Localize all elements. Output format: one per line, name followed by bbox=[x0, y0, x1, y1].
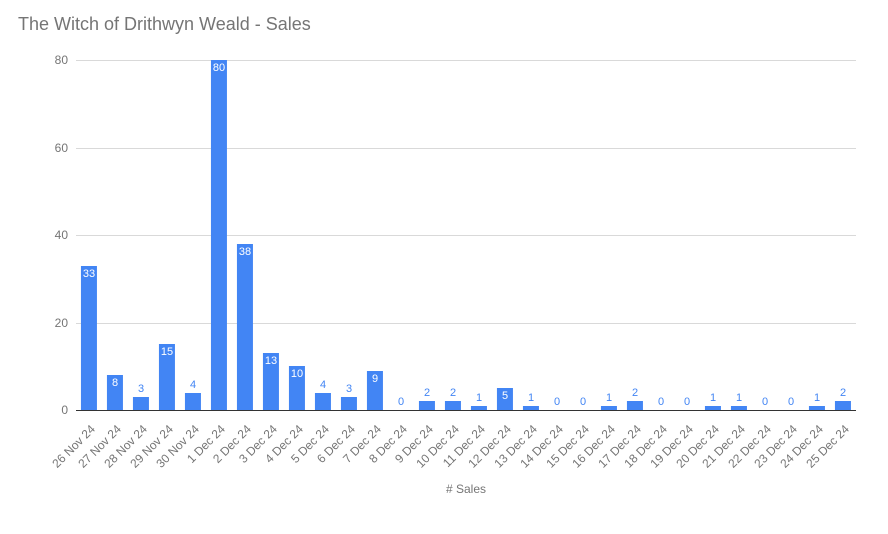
chart-title: The Witch of Drithwyn Weald - Sales bbox=[18, 14, 311, 35]
bar-value-label: 1 bbox=[710, 392, 716, 404]
bar-slot: 0 bbox=[544, 60, 570, 410]
bar-slot: 3 bbox=[336, 60, 362, 410]
bar-slot: 4 bbox=[310, 60, 336, 410]
bar-slot: 2 bbox=[440, 60, 466, 410]
bar bbox=[185, 393, 201, 411]
bar bbox=[81, 266, 97, 410]
y-tick-label: 60 bbox=[36, 141, 68, 155]
bar-slot: 13 bbox=[258, 60, 284, 410]
x-axis-title: # Sales bbox=[76, 482, 856, 496]
bar-value-label: 4 bbox=[190, 379, 196, 391]
bar bbox=[341, 397, 357, 410]
bar-slot: 80 bbox=[206, 60, 232, 410]
bar-slot: 2 bbox=[622, 60, 648, 410]
bar bbox=[315, 393, 331, 411]
bar-slot: 0 bbox=[388, 60, 414, 410]
bar-value-label: 3 bbox=[346, 383, 352, 395]
bar-value-label: 1 bbox=[606, 392, 612, 404]
bar-value-label: 80 bbox=[213, 62, 225, 74]
y-tick-label: 0 bbox=[36, 403, 68, 417]
y-tick-label: 80 bbox=[36, 53, 68, 67]
x-axis-baseline bbox=[76, 410, 856, 411]
bar bbox=[445, 401, 461, 410]
bar-slot: 10 bbox=[284, 60, 310, 410]
y-tick-label: 20 bbox=[36, 316, 68, 330]
bar-slot: 3 bbox=[128, 60, 154, 410]
bar-value-label: 10 bbox=[291, 368, 303, 380]
bar-value-label: 2 bbox=[632, 387, 638, 399]
bar-slot: 0 bbox=[674, 60, 700, 410]
bar-value-label: 1 bbox=[528, 392, 534, 404]
sales-bar-chart: The Witch of Drithwyn Weald - Sales 3383… bbox=[0, 0, 888, 534]
bar-value-label: 5 bbox=[502, 390, 508, 402]
bar-slot: 33 bbox=[76, 60, 102, 410]
bar-value-label: 0 bbox=[788, 396, 794, 408]
bar-slot: 1 bbox=[700, 60, 726, 410]
bar-value-label: 1 bbox=[814, 392, 820, 404]
bar-slot: 0 bbox=[648, 60, 674, 410]
bar-value-label: 0 bbox=[762, 396, 768, 408]
bar bbox=[835, 401, 851, 410]
bar-value-label: 2 bbox=[424, 387, 430, 399]
bar-slot: 8 bbox=[102, 60, 128, 410]
bar bbox=[237, 244, 253, 410]
bar bbox=[627, 401, 643, 410]
bars-container: 338315480381310439022151001200110012 bbox=[76, 60, 856, 410]
bar-value-label: 0 bbox=[580, 396, 586, 408]
bar-value-label: 0 bbox=[658, 396, 664, 408]
bar-value-label: 2 bbox=[840, 387, 846, 399]
bar-value-label: 13 bbox=[265, 355, 277, 367]
bar-value-label: 1 bbox=[476, 392, 482, 404]
bar-value-label: 1 bbox=[736, 392, 742, 404]
bar-slot: 2 bbox=[830, 60, 856, 410]
bar-value-label: 15 bbox=[161, 346, 173, 358]
bar-value-label: 38 bbox=[239, 246, 251, 258]
bar-slot: 38 bbox=[232, 60, 258, 410]
bar-slot: 1 bbox=[596, 60, 622, 410]
bar-value-label: 9 bbox=[372, 373, 378, 385]
y-tick-label: 40 bbox=[36, 228, 68, 242]
bar-slot: 1 bbox=[466, 60, 492, 410]
bar bbox=[419, 401, 435, 410]
bar-slot: 0 bbox=[752, 60, 778, 410]
plot-area: 338315480381310439022151001200110012 bbox=[76, 60, 856, 410]
bar-slot: 0 bbox=[778, 60, 804, 410]
bar bbox=[133, 397, 149, 410]
bar-slot: 15 bbox=[154, 60, 180, 410]
bar-slot: 9 bbox=[362, 60, 388, 410]
bar-slot: 1 bbox=[726, 60, 752, 410]
bar-value-label: 0 bbox=[398, 396, 404, 408]
bar-slot: 2 bbox=[414, 60, 440, 410]
bar-slot: 4 bbox=[180, 60, 206, 410]
bar bbox=[211, 60, 227, 410]
bar-value-label: 33 bbox=[83, 268, 95, 280]
bar-value-label: 2 bbox=[450, 387, 456, 399]
bar-value-label: 3 bbox=[138, 383, 144, 395]
bar-slot: 1 bbox=[804, 60, 830, 410]
bar-slot: 5 bbox=[492, 60, 518, 410]
bar-value-label: 4 bbox=[320, 379, 326, 391]
bar-value-label: 0 bbox=[554, 396, 560, 408]
bar-slot: 1 bbox=[518, 60, 544, 410]
bar-value-label: 8 bbox=[112, 377, 118, 389]
bar-value-label: 0 bbox=[684, 396, 690, 408]
bar-slot: 0 bbox=[570, 60, 596, 410]
